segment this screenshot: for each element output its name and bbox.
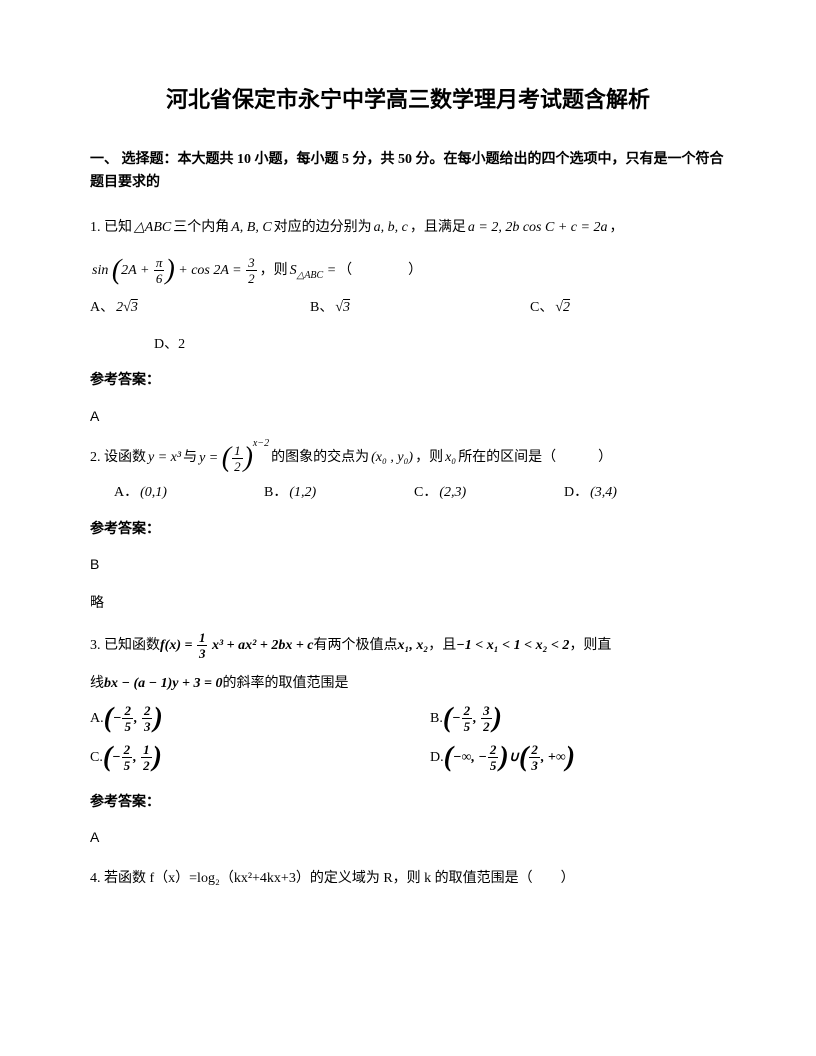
q4-text: 4. 若函数 f（x）=log₂（kx²+4kx+3）的定义域为 R，则 k 的… (90, 871, 575, 886)
cos-text: + cos 2A = (178, 263, 241, 278)
question-3: 3. 已知函数 f(x) = 13 x³ + ax² + 2bx + c 有两个… (90, 631, 726, 782)
opt-value: (0,1) (140, 478, 167, 509)
opt-value: √3 (335, 293, 350, 324)
formula-triangle: △ABC (134, 213, 171, 244)
q2-option-a: A． (0,1) (114, 478, 264, 509)
page-title: 河北省保定市永宁中学高三数学理月考试题含解析 (90, 80, 726, 120)
q3-option-c: C. (−25, 12) (90, 743, 430, 774)
q2-text: 所在的区间是（ ） (458, 443, 612, 474)
opt-value: (−25, 23) (104, 704, 163, 735)
formula-point: (x₀ , y₀) (371, 443, 413, 474)
q1-option-b: B、 √3 (310, 293, 530, 324)
q2-text: 的图象的交点为 (271, 443, 369, 474)
equals: = (323, 263, 336, 278)
q1-option-a: A、 2√3 (90, 293, 310, 324)
sin-text: sin (92, 263, 108, 278)
q2-note: 略 (90, 591, 726, 616)
q2-text: 与 (183, 443, 197, 474)
formula-sin-expr: sin (2A + π6) + cos 2A = 32 (92, 256, 258, 287)
opt-value: (−25, 12) (103, 743, 162, 774)
q1-option-d: D、2 (130, 330, 726, 361)
formula-x0: x₀ (445, 443, 456, 474)
question-4: 4. 若函数 f（x）=log₂（kx²+4kx+3）的定义域为 R，则 k 的… (90, 864, 726, 895)
opt-value: (−∞, −25)∪(23, +∞) (444, 743, 575, 774)
q1-text: ，且满足 (410, 213, 466, 244)
opt-label: A. (90, 704, 104, 735)
formula-x1x2: x₁, x₂ (398, 631, 429, 662)
formula-cond: −1 < x₁ < 1 < x₂ < 2 (456, 631, 569, 662)
opt-value: (2,3) (439, 478, 466, 509)
q1-then: ，则 (260, 256, 288, 287)
opt-label: D． (564, 478, 588, 509)
opt-value: 2√3 (116, 293, 138, 324)
q3-text: ，且 (428, 631, 456, 662)
q1-text: 三个内角 (173, 213, 229, 244)
opt-value: (3,4) (590, 478, 617, 509)
q1-text: 对应的边分别为 (274, 213, 372, 244)
formula-y-cubed: y = x³ (148, 443, 181, 474)
q2-option-c: C． (2,3) (414, 478, 564, 509)
q2-answer: B (90, 552, 726, 577)
q3-text: 线 (90, 669, 104, 700)
formula-angles: A, B, C (231, 213, 271, 244)
q3-option-b: B. (−25, 32) (430, 704, 726, 735)
q3-text: 3. 已知函数 (90, 631, 160, 662)
fx-pre: f(x) = (160, 638, 196, 653)
formula-fx: f(x) = 13 x³ + ax² + 2bx + c (160, 631, 314, 662)
q1-text: ， (609, 213, 623, 244)
question-1: 1. 已知 △ABC 三个内角 A, B, C 对应的边分别为 a, b, c … (90, 213, 726, 360)
opt-label: D. (430, 743, 444, 774)
exp: x−2 (253, 438, 269, 449)
question-2: 2. 设函数 y = x³ 与 y = (12)x−2 的图象的交点为 (x₀ … (90, 443, 726, 509)
opt-label: A、 (90, 293, 114, 324)
formula-line: bx − (a − 1)y + 3 = 0 (104, 669, 222, 700)
formula-area: S△ABC = (290, 256, 337, 287)
opt-label: B． (264, 478, 287, 509)
q3-option-a: A. (−25, 23) (90, 704, 430, 735)
opt-label: B、 (310, 293, 333, 324)
q1-paren: （ ） (338, 256, 422, 287)
formula-y-half: y = (12)x−2 (199, 443, 269, 474)
q2-option-b: B． (1,2) (264, 478, 414, 509)
q3-option-d: D. (−∞, −25)∪(23, +∞) (430, 743, 726, 774)
answer-label: 参考答案： (90, 790, 726, 815)
s-letter: S (290, 263, 297, 278)
q3-text: 有两个极值点 (314, 631, 398, 662)
q1-answer: A (90, 404, 726, 429)
opt-label: C、 (530, 293, 553, 324)
fx-post: x³ + ax² + 2bx + c (212, 638, 314, 653)
s-sub: △ABC (297, 270, 324, 281)
formula-sides: a, b, c (374, 213, 408, 244)
y-eq: y = (199, 450, 222, 465)
q2-text: ，则 (415, 443, 443, 474)
q3-text: 的斜率的取值范围是 (222, 669, 348, 700)
section-header: 一、 选择题：本大题共 10 小题，每小题 5 分，共 50 分。在每小题给出的… (90, 148, 726, 196)
opt-label: C． (414, 478, 437, 509)
answer-label: 参考答案： (90, 517, 726, 542)
q3-text: ，则直 (569, 631, 611, 662)
opt-label: C. (90, 743, 103, 774)
opt-value: √2 (555, 293, 570, 324)
q1-option-c: C、 √2 (530, 293, 670, 324)
opt-label: A． (114, 478, 138, 509)
q1-text: 1. 已知 (90, 213, 132, 244)
q2-text: 2. 设函数 (90, 443, 146, 474)
opt-label: B. (430, 704, 443, 735)
q2-option-d: D． (3,4) (564, 478, 714, 509)
q3-answer: A (90, 825, 726, 850)
opt-value: (1,2) (289, 478, 316, 509)
formula-condition: a = 2, 2b cos C + c = 2a (468, 213, 608, 244)
opt-value: (−25, 32) (443, 704, 502, 735)
answer-label: 参考答案： (90, 368, 726, 393)
